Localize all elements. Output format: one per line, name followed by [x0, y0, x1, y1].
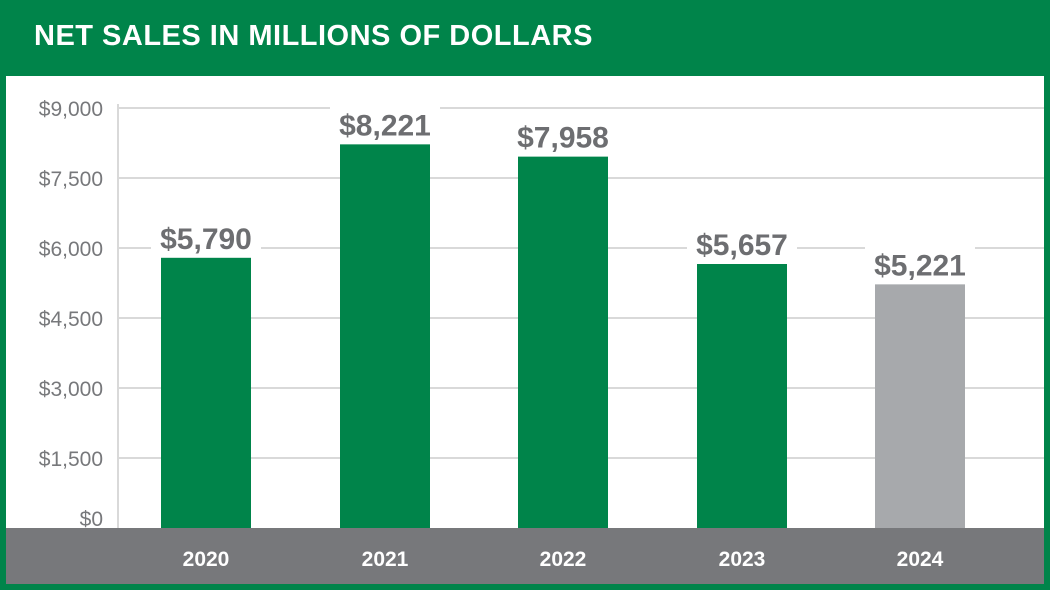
- y-tick-label: $7,500: [39, 168, 103, 191]
- data-labels: $5,790 $8,221 $7,958 $5,657 $5,221: [151, 106, 975, 282]
- data-label-2020: $5,790: [160, 223, 252, 256]
- chart-title: NET SALES IN MILLIONS OF DOLLARS: [34, 20, 593, 52]
- data-label-2021: $8,221: [339, 109, 431, 142]
- x-tick-label: 2021: [362, 548, 409, 571]
- title-bar: NET SALES IN MILLIONS OF DOLLARS: [0, 0, 1050, 76]
- y-tick-label: $4,500: [39, 308, 103, 331]
- data-label-background: [151, 219, 261, 254]
- bar-2021: [340, 144, 430, 528]
- y-tick-label: $1,500: [39, 448, 103, 471]
- x-tick-label: 2023: [719, 548, 766, 571]
- x-axis: 2020 2021 2022 2023 2024: [183, 548, 944, 571]
- x-tick-label: 2024: [897, 548, 944, 571]
- data-label-background: [508, 118, 618, 153]
- y-tick-label: $3,000: [39, 378, 103, 401]
- bar-2024: [875, 284, 965, 528]
- x-axis-band: [6, 528, 1044, 584]
- y-tick-label: $0: [80, 508, 103, 531]
- bar-2020: [161, 257, 251, 528]
- y-tick-label: $9,000: [39, 98, 103, 121]
- y-tick-label: $6,000: [39, 238, 103, 261]
- data-label-2024: $5,221: [874, 249, 966, 282]
- x-tick-label: 2022: [540, 548, 587, 571]
- bar-2022: [518, 156, 608, 529]
- data-label-background: [687, 226, 797, 261]
- data-label-background: [865, 246, 975, 281]
- bar-2023: [697, 264, 787, 528]
- data-label-2023: $5,657: [696, 229, 788, 262]
- data-label-background: [330, 106, 440, 141]
- y-axis: $0 $1,500 $3,000 $4,500 $6,000 $7,500 $9,000: [39, 98, 103, 531]
- x-tick-label: 2020: [183, 548, 230, 571]
- data-label-2022: $7,958: [517, 122, 609, 155]
- bars: [161, 144, 965, 529]
